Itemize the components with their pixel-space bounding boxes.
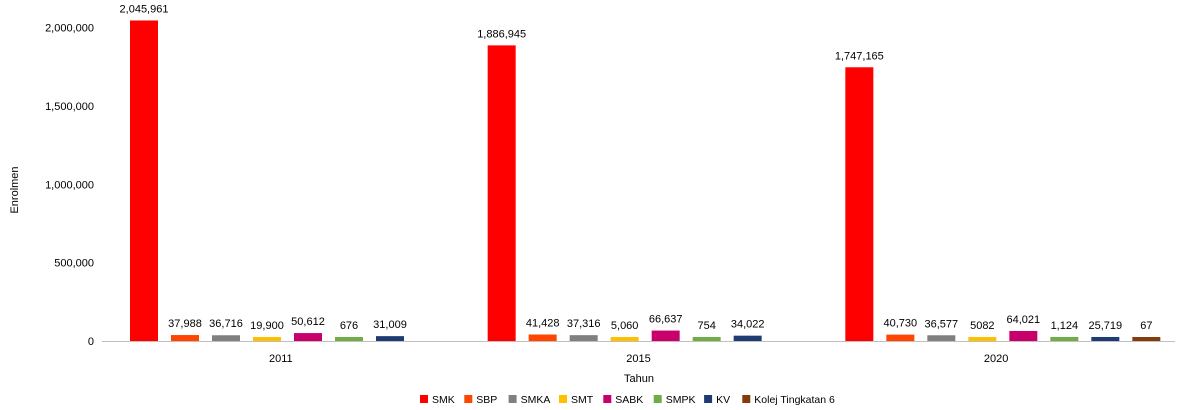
x-tick-label: 2020 [984,353,1008,365]
bar-smpk [335,337,363,341]
bar-smka [212,335,240,341]
x-axis-label: Tahun [624,373,654,385]
legend-swatch [603,395,612,403]
legend-swatch [704,395,713,403]
bar-smk [845,67,874,342]
data-label: 64,021 [1007,314,1041,326]
legend-label: KV [716,394,730,406]
data-label: 66,637 [649,314,683,326]
bar-smka [927,335,956,341]
y-axis-label: Enrolmen [9,166,21,213]
legend-label: SMPK [666,394,696,406]
data-label: 2,045,961 [120,3,169,15]
legend-swatch [559,395,567,403]
data-labels: 2,045,961 37,988 36,716 19,900 50,612 676 31,0… [120,3,1153,332]
bar-sabk [294,333,322,341]
data-label: 1,747,165 [835,50,884,62]
bar-kv [376,336,404,341]
data-label: 676 [340,320,358,332]
bar-smka [569,335,598,341]
bar-smpk [1050,337,1079,341]
legend-label: SMKA [521,394,551,406]
y-tick-label: 500,000 [54,258,94,270]
data-label: 41,428 [526,318,560,330]
data-label: 40,730 [884,318,918,330]
bar-sabk [1009,330,1038,341]
y-tick-label: 0 [88,336,94,348]
bar-smk [487,45,516,342]
bar-kv [1091,336,1120,341]
data-label: 5,060 [611,320,639,332]
legend-label: SABK [615,394,643,406]
bar-smt [968,337,997,341]
legend-label: SBP [476,394,497,406]
data-label: 67 [1140,320,1152,332]
y-tick-label: 1,500,000 [45,101,94,113]
y-axis: 0 500,000 1,000,000 1,500,000 2,000,000 [45,23,94,348]
legend: SMK SBP SMKA SMT SABK SMPK KV Kolej Tingkatan 6 [420,394,835,406]
legend-swatch [464,395,473,403]
bar-sabk [651,330,680,341]
bar-sbp [528,334,557,341]
data-label: 36,716 [209,318,243,330]
data-label: 36,577 [925,318,959,330]
legend-label: Kolej Tingkatan 6 [754,394,835,406]
data-label: 31,009 [373,319,407,331]
bar-sbp [171,335,199,341]
bar-kv [733,335,762,341]
x-axis: 2011 2015 2020 [102,341,1175,365]
bars [130,20,1161,342]
data-label: 37,988 [168,318,202,330]
data-label: 25,719 [1089,320,1123,332]
data-label: 37,316 [567,318,601,330]
y-tick-label: 1,000,000 [45,179,94,191]
legend-swatch [653,395,662,403]
bar-smt [610,337,639,341]
bar-smt [253,337,281,341]
data-label: 19,900 [250,320,284,332]
data-label: 754 [697,320,715,332]
y-tick-label: 2,000,000 [45,23,94,35]
bar-smk [130,20,158,341]
data-label: 50,612 [291,316,325,328]
bar-sbp [886,334,915,341]
legend-label: SMT [571,394,594,406]
data-label: 1,886,945 [477,28,526,40]
data-label: 34,022 [731,319,765,331]
bar-kolej-tingkatan-6 [1132,337,1161,341]
bar-smpk [692,337,721,341]
legend-label: SMK [432,394,455,406]
x-tick-label: 2011 [269,353,293,365]
legend-swatch [742,395,751,403]
data-label: 1,124 [1051,320,1079,332]
legend-swatch [508,395,517,403]
data-label: 5082 [970,320,994,332]
x-tick-label: 2015 [626,353,650,365]
legend-swatch [420,395,428,403]
